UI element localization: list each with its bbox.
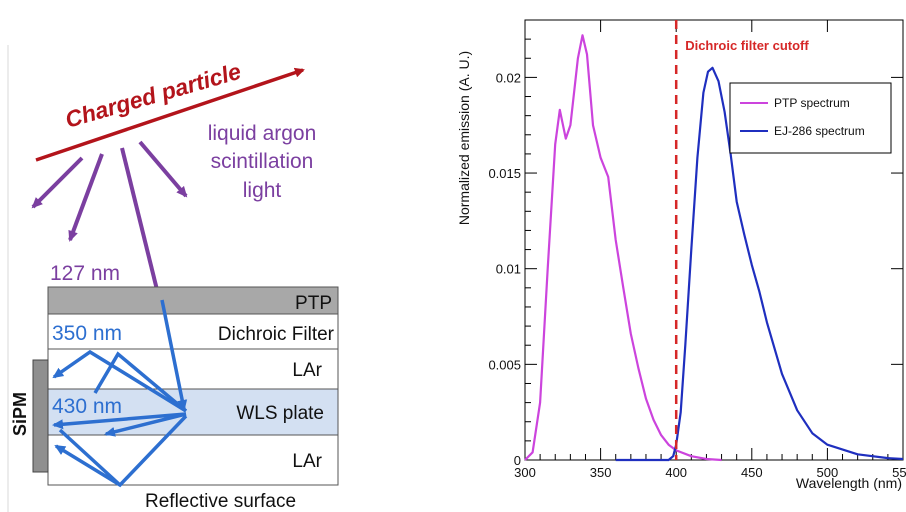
scintillation-arrow-4 [138, 140, 188, 198]
y-tick-label: 0 [514, 453, 521, 468]
y-tick-label: 0.02 [496, 70, 521, 85]
emission-spectrum-chart: 300 350 400 450 500 550 0 0.005 0.01 0.015 0.02 Di… [456, 19, 906, 491]
wavelength-350-label: 350 nm [52, 322, 122, 345]
wavelength-127-label: 127 nm [50, 262, 120, 285]
ptp-spectrum-line [524, 34, 722, 462]
wls-plate-layer [47, 388, 339, 436]
dichroic-filter-layer [47, 313, 339, 350]
y-axis-label: Normalized emission (A. U.) [456, 51, 472, 225]
chart-series [524, 34, 904, 462]
charged-particle-arrow [35, 67, 305, 162]
scintillation-label-2: scintillation [211, 150, 314, 173]
sipm-bar [32, 359, 49, 473]
ptp-layer-label: PTP [295, 293, 332, 314]
blue-path-upper-a [93, 351, 188, 413]
x-tick-label: 450 [741, 465, 763, 480]
sipm-label: SiPM [10, 392, 30, 436]
scintillation-label-3: light [243, 179, 282, 202]
x-tick-label: 300 [514, 465, 536, 480]
y-tick-label: 0.015 [488, 166, 521, 181]
x-tick-label: 400 [665, 465, 687, 480]
legend-label-ej286: EJ-286 spectrum [774, 124, 865, 138]
y-tick-label: 0.005 [488, 357, 521, 372]
chart-legend [729, 82, 892, 154]
reflective-surface-label: Reflective surface [145, 491, 296, 512]
x-tick-label: 350 [590, 465, 612, 480]
wls-plate-label: WLS plate [236, 403, 324, 424]
legend-label-ptp: PTP spectrum [774, 96, 850, 110]
detector-schematic: Charged particle liquid argon scintillat… [7, 45, 339, 512]
blue-path-upper-b [52, 349, 187, 413]
scintillation-arrow-3 [120, 147, 163, 304]
lar-top-label: LAr [292, 360, 322, 381]
x-tick-label: 550 [892, 465, 906, 480]
x-tick-label: 500 [817, 465, 839, 480]
lar-bottom-layer [47, 434, 339, 486]
x-axis-label: Wavelength (nm) [796, 475, 902, 491]
scintillation-arrow-2 [68, 153, 104, 242]
blue-arrow-left [52, 412, 187, 430]
scintillation-label-1: liquid argon [208, 122, 317, 145]
y-tick-label: 0.01 [496, 262, 521, 277]
wavelength-430-label: 430 nm [52, 395, 122, 418]
scintillation-arrow-1 [31, 156, 84, 209]
lar-bottom-label: LAr [292, 451, 322, 472]
dichroic-cutoff-label: Dichroic filter cutoff [685, 38, 809, 53]
blue-path-lower-b [58, 428, 122, 487]
ej286-spectrum-line [615, 66, 904, 462]
dichroic-filter-label: Dichroic Filter [218, 324, 335, 345]
blue-arrow-mid [104, 412, 187, 437]
blue-arrow-down [160, 299, 188, 411]
